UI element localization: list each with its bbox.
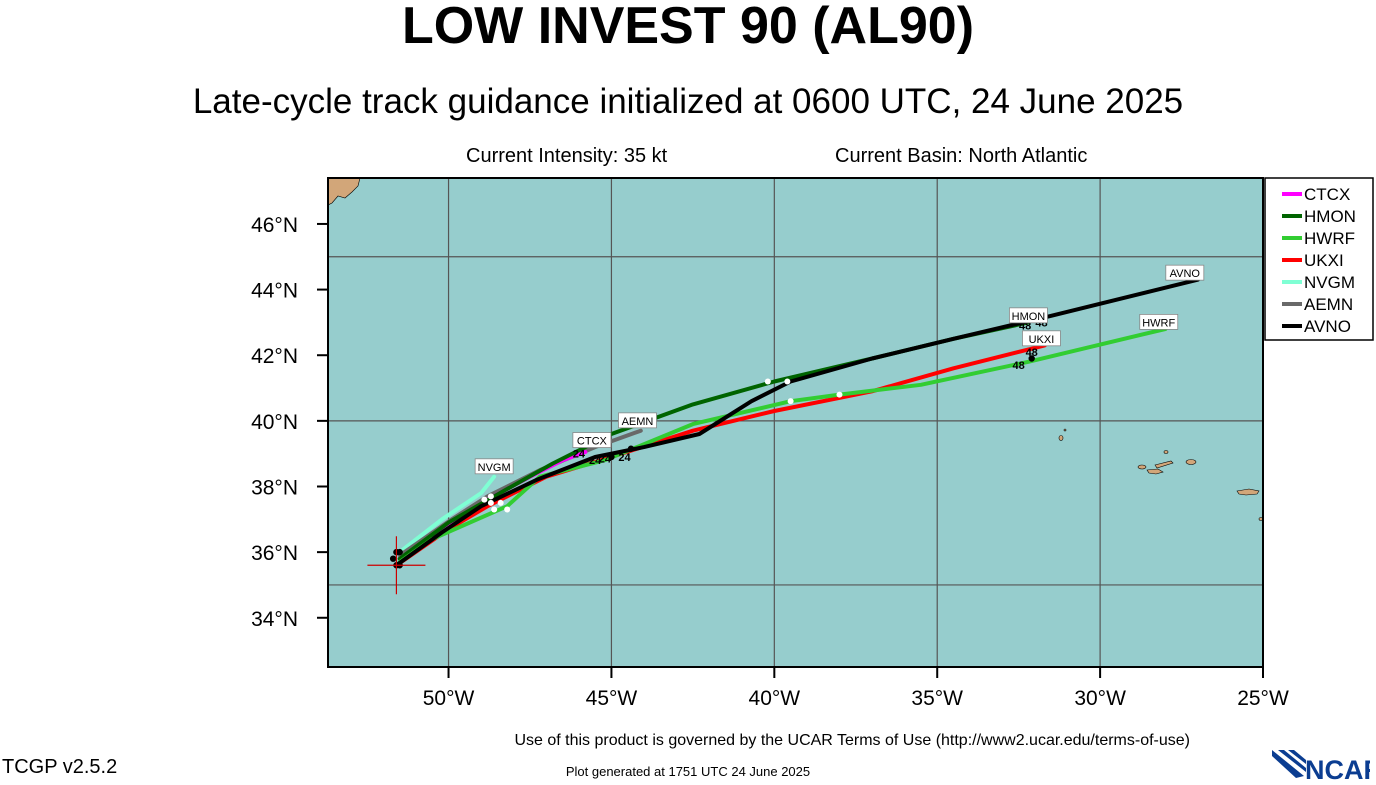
azores-island [1258, 517, 1263, 521]
lat-tick-label: 46°N [251, 214, 298, 237]
track-nvgm [397, 474, 497, 555]
terms-of-use-link[interactable]: Use of this product is governed by the U… [514, 732, 1190, 749]
version-label: TCGP v2.5.2 [2, 756, 118, 778]
hour-label: 24 [589, 455, 602, 467]
azores-island [1236, 488, 1260, 496]
track-point-white [836, 391, 843, 398]
lat-tick-label: 34°N [251, 608, 298, 631]
track-label-text: HWRF [1142, 317, 1175, 329]
track-point-white [487, 493, 494, 500]
azores-island [1137, 464, 1147, 470]
legend-label-ctcx: CTCX [1304, 185, 1350, 204]
track-avno [394, 277, 1200, 568]
lat-tick-label: 38°N [251, 476, 298, 499]
track-point-black [608, 453, 615, 461]
track-point-white [784, 378, 791, 385]
track-label-aemn: AEMN [618, 412, 657, 429]
track-label-text: HMON [1012, 311, 1046, 323]
hour-label: 24 [599, 454, 612, 466]
track-point-white [481, 496, 488, 503]
track-point-black [396, 548, 403, 556]
legend-label-ukxi: UKXI [1304, 251, 1344, 270]
hour-label: 48 [1026, 347, 1038, 359]
legend-label-hmon: HMON [1304, 207, 1356, 226]
track-label-box [474, 458, 514, 475]
model-legend: CTCX HMON HWRF UKXI NVGM AEMN AVNO [1264, 177, 1374, 341]
track-point-black [389, 555, 397, 562]
track-label-avno: AVNO [1165, 264, 1205, 281]
track-end-labels: NVGM AEMN CTCX HMON UKXI HWRF AVNO [474, 264, 1205, 475]
track-label-nvgm: NVGM [474, 458, 514, 475]
legend-label-nvgm: NVGM [1304, 273, 1355, 292]
track-label-ctcx: CTCX [572, 432, 612, 448]
track-label-text: CTCX [577, 436, 608, 448]
hour-label: 24 [618, 452, 631, 464]
track-label-box [1022, 330, 1061, 347]
track-label-box [618, 412, 657, 429]
land-masses [328, 178, 1263, 521]
azores-island [1063, 428, 1067, 432]
ncar-logo: NCAR [1270, 748, 1376, 785]
lat-tick-label: 42°N [251, 345, 298, 368]
track-point-white [487, 499, 494, 506]
track-label-text: UKXI [1029, 334, 1055, 346]
grid-lines [328, 178, 1263, 667]
legend-box [1264, 177, 1374, 341]
current-position-marker [367, 536, 426, 595]
map-title: LOW INVEST 90 (AL90) [401, 0, 975, 55]
ocean-area [328, 178, 1263, 667]
track-label-text: NVGM [478, 462, 511, 474]
map-subtitle: Late-cycle track guidance initialized at… [192, 82, 1184, 121]
azores-island [1163, 450, 1169, 454]
lon-tick-label: 25°W [1237, 687, 1289, 710]
track-point-black [1028, 355, 1035, 362]
legend-label-hwrf: HWRF [1304, 229, 1355, 248]
azores-island [1058, 435, 1064, 441]
track-hwrf [397, 327, 1168, 564]
azores-island [1146, 468, 1164, 475]
hour-label: 48 [1013, 360, 1025, 372]
track-point-white [491, 506, 498, 513]
track-label-box [1139, 314, 1179, 330]
track-label-box [1009, 307, 1048, 324]
newfoundland-land [328, 178, 361, 206]
track-label-text: AVNO [1170, 268, 1201, 280]
current-intensity: Current Intensity: 35 kt [466, 145, 668, 167]
lat-tick-label: 44°N [251, 280, 298, 303]
track-label-ukxi: UKXI [1022, 330, 1061, 347]
azores-island [1185, 459, 1197, 465]
lon-tick-label: 45°W [586, 687, 638, 710]
ncar-logo-text: NCAR [1305, 755, 1370, 780]
track-label-hwrf: HWRF [1139, 314, 1179, 330]
lon-tick-label: 30°W [1074, 687, 1126, 710]
legend-label-aemn: AEMN [1304, 295, 1353, 314]
azores-island [1154, 460, 1174, 469]
plot-generated-text: Plot generated at 1751 UTC 24 June 2025 [565, 764, 811, 779]
hour-label: 24 [573, 449, 586, 461]
track-label-text: AEMN [622, 416, 654, 428]
track-label-hmon: HMON [1009, 307, 1048, 324]
track-point-white [504, 506, 511, 513]
hour-label: 48 [1019, 321, 1031, 333]
map-frame [327, 177, 1264, 668]
track-point-white [764, 378, 771, 385]
lat-tick-label: 40°N [251, 411, 298, 434]
track-point-white [787, 398, 794, 405]
lon-tick-label: 50°W [423, 687, 475, 710]
lon-tick-label: 40°W [749, 687, 801, 710]
axis-ticks: 50°W 45°W 40°W 35°W 30°W 25°W 34°N 36°N 38°N 40°N… [251, 214, 1289, 710]
lat-tick-label: 36°N [251, 542, 298, 565]
track-point-black [627, 445, 635, 452]
track-point-white [497, 499, 504, 506]
track-label-box [572, 432, 612, 448]
legend-label-avno: AVNO [1304, 317, 1351, 336]
current-basin: Current Basin: North Atlantic [835, 145, 1088, 167]
lon-tick-label: 35°W [911, 687, 963, 710]
track-label-box [1165, 264, 1205, 281]
